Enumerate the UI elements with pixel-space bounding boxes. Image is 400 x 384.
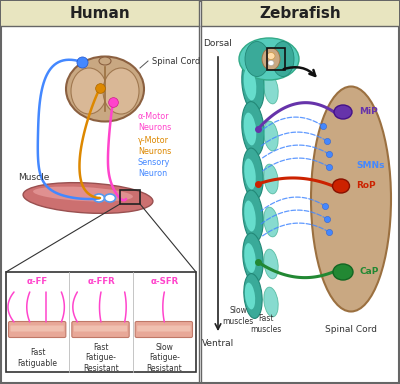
Ellipse shape bbox=[244, 113, 256, 146]
Bar bbox=[1, 1, 199, 26]
Text: α-FF: α-FF bbox=[27, 276, 48, 285]
Ellipse shape bbox=[239, 38, 299, 80]
Ellipse shape bbox=[245, 283, 255, 310]
Ellipse shape bbox=[245, 41, 269, 76]
FancyBboxPatch shape bbox=[74, 326, 127, 331]
Text: Sensory
Neuron: Sensory Neuron bbox=[138, 158, 170, 178]
Ellipse shape bbox=[94, 194, 104, 202]
Ellipse shape bbox=[103, 68, 139, 114]
Ellipse shape bbox=[242, 56, 264, 111]
Ellipse shape bbox=[272, 41, 294, 76]
Text: Zebrafish: Zebrafish bbox=[259, 7, 341, 22]
Ellipse shape bbox=[99, 57, 111, 65]
Bar bbox=[201, 1, 399, 26]
Ellipse shape bbox=[244, 243, 256, 273]
Ellipse shape bbox=[267, 53, 275, 60]
Ellipse shape bbox=[264, 121, 278, 151]
Text: α-FFR: α-FFR bbox=[87, 276, 115, 285]
Text: Spinal Cord: Spinal Cord bbox=[152, 56, 200, 66]
FancyBboxPatch shape bbox=[135, 321, 192, 338]
Text: Human: Human bbox=[70, 7, 130, 22]
Ellipse shape bbox=[332, 179, 350, 193]
FancyBboxPatch shape bbox=[137, 326, 190, 331]
Text: SMNs: SMNs bbox=[356, 162, 384, 170]
Text: Slow
muscles: Slow muscles bbox=[222, 306, 254, 326]
Ellipse shape bbox=[243, 233, 263, 283]
Text: Fast
muscles: Fast muscles bbox=[250, 314, 282, 334]
Ellipse shape bbox=[264, 249, 278, 279]
Ellipse shape bbox=[23, 183, 153, 214]
Ellipse shape bbox=[243, 148, 263, 200]
Ellipse shape bbox=[244, 159, 256, 189]
Text: Slow
Fatigue-
Resistant: Slow Fatigue- Resistant bbox=[146, 343, 182, 373]
Ellipse shape bbox=[264, 164, 278, 194]
FancyBboxPatch shape bbox=[72, 321, 129, 338]
Text: Spinal Cord: Spinal Cord bbox=[325, 324, 377, 333]
Ellipse shape bbox=[262, 48, 280, 70]
Text: RoP: RoP bbox=[356, 180, 376, 189]
Ellipse shape bbox=[334, 105, 352, 119]
Ellipse shape bbox=[71, 68, 107, 114]
FancyBboxPatch shape bbox=[10, 326, 64, 331]
Ellipse shape bbox=[264, 287, 278, 317]
Ellipse shape bbox=[264, 74, 278, 104]
Ellipse shape bbox=[33, 187, 133, 202]
Text: Fast
Fatigue-
Resistant: Fast Fatigue- Resistant bbox=[83, 343, 119, 373]
Text: α-Motor
Neurons: α-Motor Neurons bbox=[138, 112, 171, 132]
Text: CaP: CaP bbox=[359, 266, 378, 275]
Text: Fast
Fatiguable: Fast Fatiguable bbox=[18, 348, 58, 368]
Ellipse shape bbox=[268, 61, 274, 66]
Ellipse shape bbox=[244, 68, 256, 100]
Text: γ-Motor
Neurons: γ-Motor Neurons bbox=[138, 136, 171, 156]
Bar bbox=[267, 48, 285, 70]
Ellipse shape bbox=[311, 86, 391, 311]
Text: Ventral: Ventral bbox=[202, 339, 234, 349]
Bar bbox=[120, 190, 140, 204]
Ellipse shape bbox=[243, 190, 263, 242]
Ellipse shape bbox=[242, 102, 264, 156]
Ellipse shape bbox=[104, 194, 116, 202]
Text: MiP: MiP bbox=[359, 106, 378, 116]
Ellipse shape bbox=[244, 200, 256, 232]
Ellipse shape bbox=[264, 207, 278, 237]
Text: Muscle: Muscle bbox=[18, 174, 49, 182]
FancyBboxPatch shape bbox=[8, 321, 66, 338]
Bar bbox=[6, 272, 196, 372]
Ellipse shape bbox=[66, 56, 144, 121]
Ellipse shape bbox=[244, 273, 262, 318]
Ellipse shape bbox=[333, 264, 353, 280]
Text: Dorsal: Dorsal bbox=[204, 40, 232, 48]
Text: α-SFR: α-SFR bbox=[150, 276, 178, 285]
